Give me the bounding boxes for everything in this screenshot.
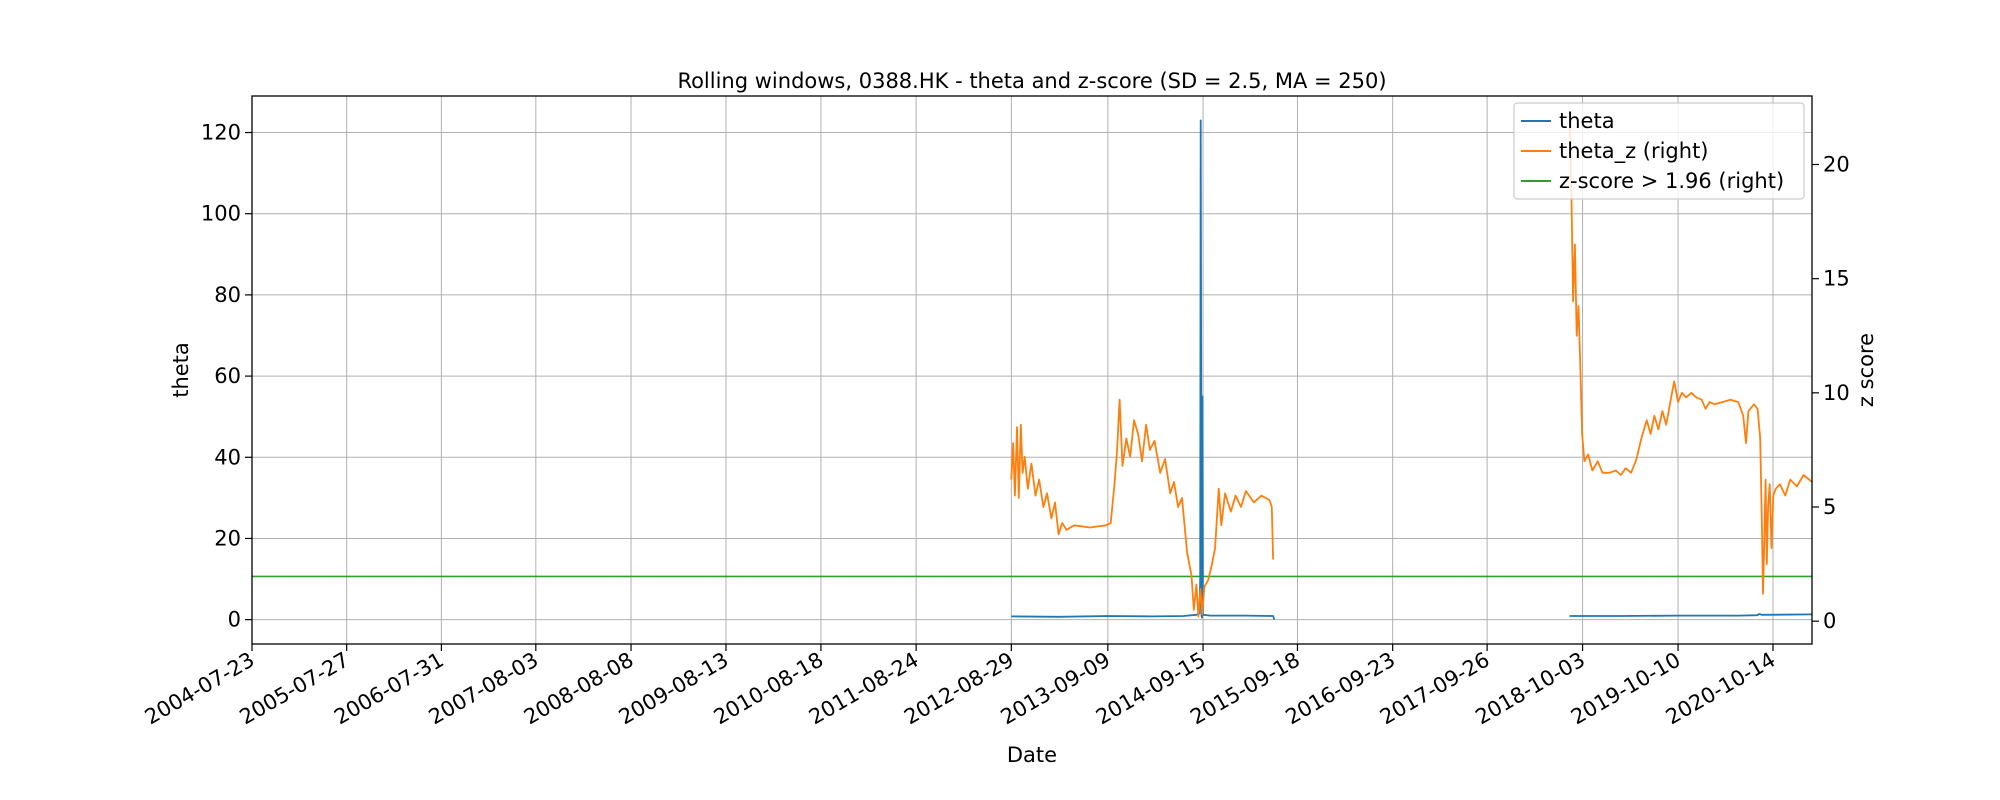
y-tick-label: 0	[228, 608, 241, 632]
y-tick-label: 40	[214, 445, 241, 469]
y2-tick-label: 15	[1823, 267, 1850, 291]
theta-z-line	[1568, 111, 1813, 595]
y-axis-right: 0 5 10 15 20	[1812, 153, 1850, 633]
legend-label-zscore: z-score > 1.96 (right)	[1559, 169, 1784, 193]
y2-tick-label: 20	[1823, 153, 1850, 177]
x-axis-label: Date	[1007, 743, 1057, 767]
plot-frame	[251, 95, 1813, 645]
legend-label-theta: theta	[1559, 109, 1615, 133]
y-axis-left: 0 20 40 60 80 100 120	[201, 121, 252, 632]
legend-label-theta-z: theta_z (right)	[1559, 139, 1709, 164]
x-axis: 2004-07-232005-07-272006-07-312007-08-03…	[141, 644, 1779, 730]
x-tick-label: 2012-08-29	[900, 648, 1018, 730]
y2-axis-label: z score	[1854, 333, 1878, 407]
y-axis-label: theta	[169, 342, 193, 398]
y-tick-label: 60	[214, 364, 241, 388]
legend: theta theta_z (right) z-score > 1.96 (ri…	[1513, 102, 1805, 200]
theta-line	[1011, 119, 1276, 620]
grid	[251, 96, 1812, 644]
y2-tick-label: 5	[1823, 495, 1836, 519]
y-tick-label: 20	[214, 526, 241, 550]
chart-title: Rolling windows, 0388.HK - theta and z-s…	[677, 69, 1386, 93]
legend-box	[1513, 102, 1805, 200]
y2-tick-label: 10	[1823, 381, 1850, 405]
plot-series	[252, 111, 1813, 620]
y-tick-label: 100	[201, 202, 241, 226]
y-tick-label: 80	[214, 283, 241, 307]
y-tick-label: 120	[201, 121, 241, 145]
theta-line	[1569, 613, 1813, 617]
theta-z-line	[1010, 398, 1274, 618]
y2-tick-label: 0	[1823, 609, 1836, 633]
